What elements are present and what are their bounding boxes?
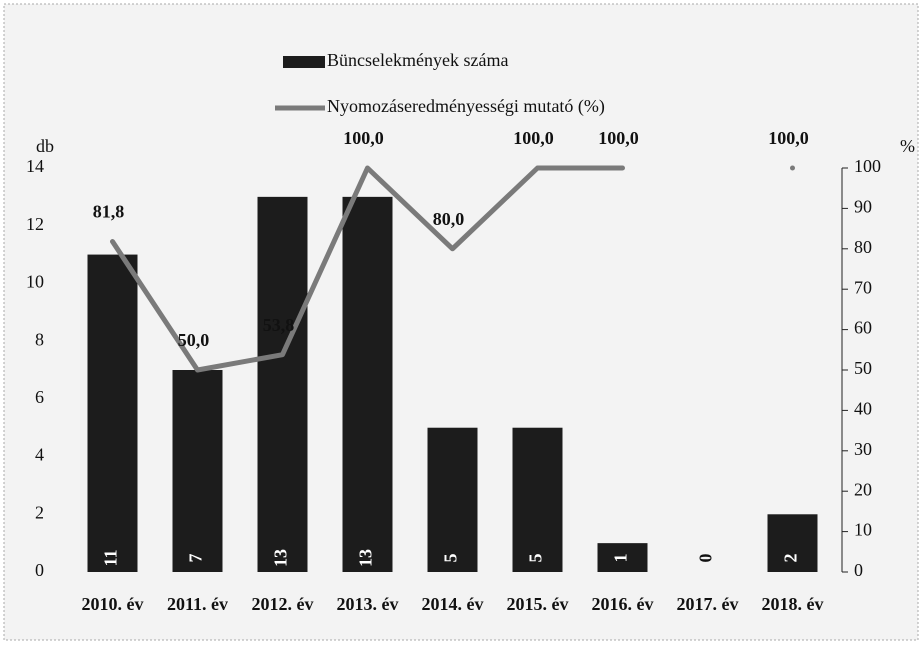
x-tick-label: 2010. év: [82, 594, 144, 614]
bar: [343, 197, 393, 572]
bar: [258, 197, 308, 572]
bar-value-label: 5: [441, 554, 461, 563]
y2-axis-label: %: [900, 136, 915, 156]
x-tick-label: 2013. év: [337, 594, 399, 614]
y2-tick-label: 90: [854, 197, 872, 217]
y-tick-label: 12: [26, 214, 44, 234]
x-tick-label: 2011. év: [167, 594, 228, 614]
y2-tick-label: 70: [854, 277, 872, 297]
y2-tick-label: 60: [854, 318, 872, 338]
legend-swatch: [283, 56, 325, 68]
bar: [513, 428, 563, 572]
y-tick-label: 6: [35, 387, 44, 407]
line-value-label: 53,8: [263, 315, 295, 335]
bar: [173, 370, 223, 572]
bar: [88, 255, 138, 572]
y2-tick-label: 40: [854, 399, 872, 419]
x-tick-label: 2014. év: [422, 594, 484, 614]
x-tick-label: 2016. év: [592, 594, 654, 614]
y-tick-label: 2: [35, 502, 44, 522]
x-tick-label: 2012. év: [252, 594, 314, 614]
y2-tick-label: 30: [854, 439, 872, 459]
bar-value-label: 13: [271, 549, 291, 567]
bar-value-label: 1: [611, 554, 631, 563]
line-value-label: 50,0: [178, 330, 210, 350]
line-value-label: 100,0: [343, 128, 384, 148]
x-tick-label: 2018. év: [762, 594, 824, 614]
x-tick-label: 2015. év: [507, 594, 569, 614]
y2-tick-label: 50: [854, 358, 872, 378]
bar-value-label: 2: [781, 554, 801, 563]
legend-label: Nyomozáseredményességi mutató (%): [327, 96, 605, 117]
line-value-label: 100,0: [598, 128, 639, 148]
bar-value-label: 7: [186, 554, 206, 563]
bar-value-label: 11: [101, 549, 121, 566]
bar-value-label: 13: [356, 549, 376, 567]
y-axis-label: db: [36, 136, 54, 156]
line-value-label: 100,0: [768, 128, 809, 148]
bar-value-label: 0: [696, 554, 716, 563]
y2-tick-label: 0: [854, 560, 863, 580]
line-value-label: 80,0: [433, 209, 465, 229]
chart: db % 02468101214010203040506070809010011…: [0, 0, 923, 648]
bar: [428, 428, 478, 572]
y2-tick-label: 20: [854, 479, 872, 499]
line-value-label: 100,0: [513, 128, 554, 148]
x-tick-label: 2017. év: [677, 594, 739, 614]
line-value-label: 81,8: [93, 202, 125, 222]
y-tick-label: 0: [35, 560, 44, 580]
y-tick-label: 4: [35, 445, 44, 465]
y2-tick-label: 80: [854, 237, 872, 257]
y-tick-label: 10: [26, 272, 44, 292]
legend-label: Büncselekmények száma: [327, 50, 508, 70]
y2-tick-label: 100: [854, 156, 881, 176]
y-tick-label: 14: [26, 156, 44, 176]
y-tick-label: 8: [35, 329, 44, 349]
bar-value-label: 5: [526, 554, 546, 563]
y2-tick-label: 10: [854, 520, 872, 540]
